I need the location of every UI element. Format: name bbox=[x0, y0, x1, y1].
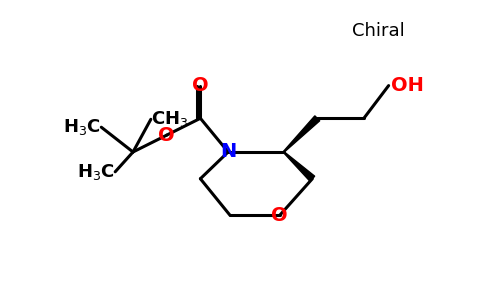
Text: H$_3$C: H$_3$C bbox=[77, 162, 115, 182]
Polygon shape bbox=[283, 116, 320, 152]
Text: H$_3$C: H$_3$C bbox=[63, 117, 101, 137]
Text: O: O bbox=[158, 126, 175, 145]
Text: N: N bbox=[220, 142, 236, 161]
Text: OH: OH bbox=[391, 76, 424, 95]
Text: Chiral: Chiral bbox=[352, 22, 405, 40]
Text: CH$_3$: CH$_3$ bbox=[151, 109, 188, 129]
Text: O: O bbox=[192, 76, 209, 95]
Polygon shape bbox=[283, 152, 315, 181]
Text: O: O bbox=[272, 206, 288, 225]
